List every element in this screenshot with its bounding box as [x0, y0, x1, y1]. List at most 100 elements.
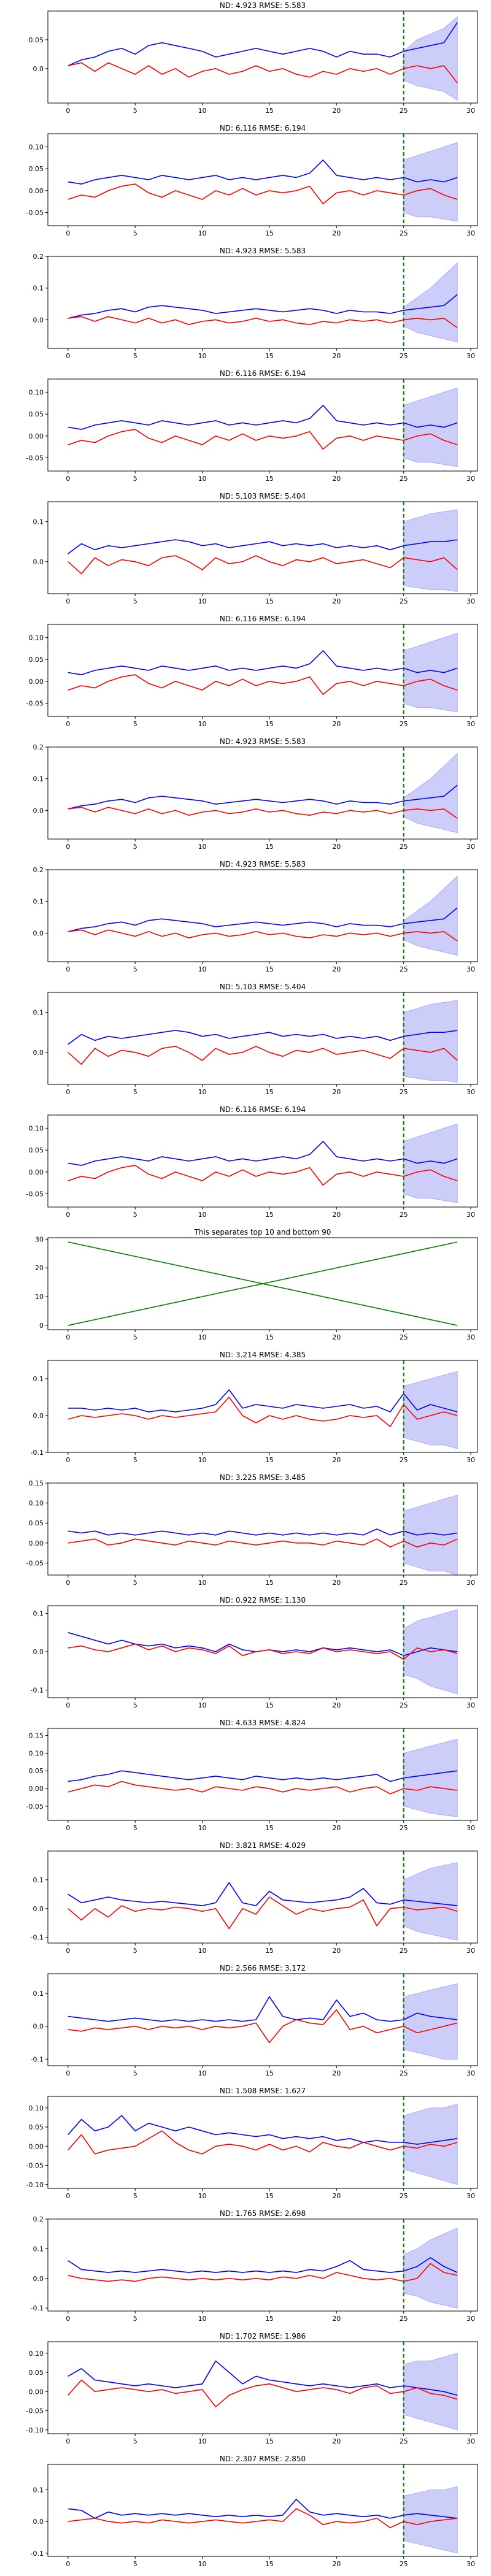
y-tick-label: -0.05 [26, 2162, 44, 2170]
series-line-1 [68, 1770, 458, 1782]
x-tick-label: 25 [400, 352, 408, 360]
series-line-2 [68, 1643, 458, 1660]
x-tick-label: 25 [400, 1088, 408, 1096]
y-tick-label: 0.10 [29, 634, 44, 642]
x-tick-label: 15 [265, 1333, 274, 1341]
axes-frame [47, 1237, 478, 1330]
x-tick-label: 10 [198, 229, 207, 237]
chart-panel-21: ND: 2.307 RMSE: 2.850 0 5 10 15 20 25 30 -0.1 0.0… [31, 2455, 478, 2568]
x-tick-label: 0 [66, 475, 70, 483]
x-tick-label: 15 [265, 475, 274, 483]
y-tick-label: -0.05 [26, 454, 44, 462]
x-tick-label: 25 [400, 2315, 408, 2323]
y-tick-label: 0.10 [29, 1500, 44, 1508]
x-tick-label: 10 [198, 1333, 207, 1341]
x-tick-label: 15 [265, 1824, 274, 1832]
chart-title: ND: 5.103 RMSE: 5.404 [220, 492, 306, 500]
y-tick-label: 0.10 [29, 1749, 44, 1757]
plot-area [68, 747, 458, 839]
plot-area [68, 2219, 458, 2311]
x-tick-label: 30 [466, 475, 475, 483]
series-line-2 [68, 62, 458, 83]
y-tick-label: 0.00 [29, 1785, 44, 1793]
chart-panel-19: ND: 1.765 RMSE: 2.698 0 5 10 15 20 25 30 -0.1 0.0… [31, 2209, 478, 2323]
y-tick-label: 0.1 [33, 898, 44, 906]
x-tick-label: 20 [332, 720, 341, 728]
series-line-2 [68, 429, 458, 450]
x-tick-label: 25 [400, 843, 408, 851]
confidence-band [403, 875, 458, 956]
confidence-band [403, 1862, 458, 1941]
x-tick-label: 10 [198, 965, 207, 973]
series-line-1 [68, 784, 458, 810]
x-tick-label: 10 [198, 2069, 207, 2077]
series-line-1 [68, 1632, 458, 1657]
x-tick-label: 30 [466, 2315, 475, 2323]
chart-title: ND: 4.633 RMSE: 4.824 [220, 1719, 306, 1727]
y-tick-label: 0.05 [29, 410, 44, 418]
x-tick-label: 30 [466, 1088, 475, 1096]
y-tick-label: 0.15 [29, 1732, 44, 1740]
chart-title: ND: 3.821 RMSE: 4.029 [220, 1841, 306, 1850]
series-line-2 [68, 2379, 458, 2408]
y-tick-label: 0.2 [33, 253, 44, 261]
x-tick-label: 15 [265, 352, 274, 360]
chart-title: ND: 3.225 RMSE: 3.485 [220, 1473, 306, 1482]
y-tick-label: 0.05 [29, 165, 44, 173]
axes-frame [47, 624, 478, 717]
x-tick-label: 5 [133, 843, 137, 851]
axes-frame [47, 869, 478, 962]
y-tick-label: 0.00 [29, 432, 44, 440]
x-tick-label: 5 [133, 107, 137, 115]
x-tick-label: 15 [265, 597, 274, 605]
x-tick-label: 10 [198, 720, 207, 728]
y-tick-label: 0.2 [33, 743, 44, 751]
x-tick-label: 0 [66, 2315, 70, 2323]
confidence-band [403, 1495, 458, 1575]
x-tick-label: 25 [400, 107, 408, 115]
plot-area [68, 502, 458, 594]
axes-frame [47, 378, 478, 472]
x-tick-label: 30 [466, 2560, 475, 2568]
y-tick-label: -0.10 [26, 2181, 44, 2189]
y-tick-label: 0.1 [33, 775, 44, 783]
chart-panel-13: ND: 3.225 RMSE: 3.485 0 5 10 15 20 25 30 -0.05 0.… [26, 1473, 478, 1587]
y-tick-label: 0.00 [29, 1168, 44, 1176]
axes-frame [47, 2341, 478, 2434]
x-tick-label: 0 [66, 597, 70, 605]
y-tick-label: 0.1 [33, 2245, 44, 2253]
y-tick-label: 0.1 [33, 1009, 44, 1017]
x-tick-label: 5 [133, 1824, 137, 1832]
y-tick-label: 0.00 [29, 2142, 44, 2150]
series-line-2 [68, 929, 458, 942]
confidence-band [403, 1000, 458, 1083]
y-tick-label: 0.1 [33, 1990, 44, 1998]
series-line-1 [68, 405, 458, 430]
confidence-band [403, 1123, 458, 1203]
x-tick-label: 25 [400, 1333, 408, 1341]
x-tick-label: 20 [332, 475, 341, 483]
plot-area [68, 2342, 458, 2434]
series-line-1 [68, 22, 458, 66]
x-tick-label: 25 [400, 720, 408, 728]
x-tick-label: 5 [133, 1333, 137, 1341]
x-tick-label: 30 [466, 2437, 475, 2445]
x-tick-label: 20 [332, 2069, 341, 2077]
y-tick-label: -0.10 [26, 2426, 44, 2434]
x-tick-label: 0 [66, 1088, 70, 1096]
x-tick-label: 0 [66, 843, 70, 851]
series-line-1 [68, 159, 458, 185]
x-tick-label: 15 [265, 1947, 274, 1955]
plot-area [68, 134, 458, 226]
y-tick-label: 0.10 [29, 2104, 44, 2112]
x-tick-label: 10 [198, 2315, 207, 2323]
x-tick-label: 20 [332, 1701, 341, 1709]
x-tick-label: 10 [198, 2560, 207, 2568]
x-tick-label: 5 [133, 2560, 137, 2568]
x-tick-label: 15 [265, 2069, 274, 2077]
x-tick-label: 5 [133, 352, 137, 360]
axes-frame [47, 746, 478, 840]
y-tick-label: 0.00 [29, 187, 44, 195]
x-tick-label: 20 [332, 843, 341, 851]
x-tick-label: 25 [400, 965, 408, 973]
